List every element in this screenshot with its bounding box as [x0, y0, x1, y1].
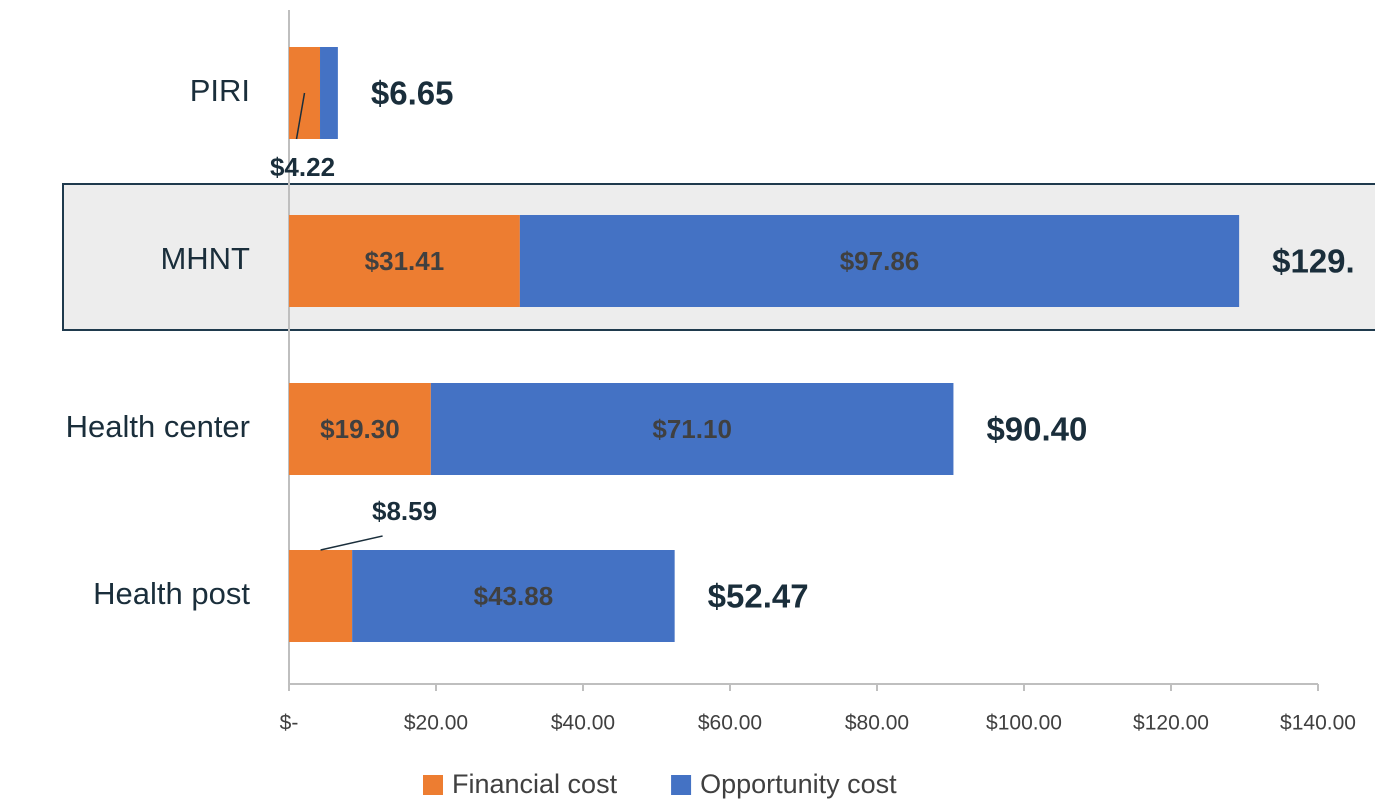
- x-tick-label: $140.00: [1280, 712, 1356, 735]
- legend-label: Financial cost: [452, 769, 618, 799]
- legend-swatch: [671, 775, 692, 795]
- bar-segment: [519, 215, 1240, 307]
- value-label: $4.22: [270, 152, 335, 182]
- x-tick-label: $80.00: [845, 712, 909, 735]
- total-label: $52.47: [708, 578, 809, 615]
- category-label: Health center: [66, 409, 250, 444]
- value-label: $71.10: [652, 414, 732, 444]
- legend-swatch: [423, 775, 443, 795]
- category-label: PIRI: [190, 73, 250, 108]
- leader-line: [295, 92, 306, 140]
- x-tick-label: $20.00: [404, 712, 468, 735]
- value-label: $19.30: [320, 414, 400, 444]
- value-label: $31.41: [365, 246, 445, 276]
- legend-label: Opportunity cost: [700, 769, 897, 799]
- category-label: Health post: [93, 576, 250, 611]
- x-tick-label: $-: [280, 712, 299, 735]
- bar-segment: [352, 550, 675, 642]
- x-tick-label: $120.00: [1133, 712, 1209, 735]
- value-label: $8.59: [372, 496, 437, 526]
- x-tick-label: $40.00: [551, 712, 615, 735]
- bar-segment: [289, 215, 520, 307]
- bar-segment: [289, 383, 431, 475]
- bar-segment: [320, 47, 338, 139]
- category-label: MHNT: [160, 241, 250, 276]
- x-tick-label: $100.00: [986, 712, 1062, 735]
- total-label: $6.65: [371, 75, 454, 112]
- bar-segment: [430, 383, 954, 475]
- bar-segment: [289, 550, 353, 642]
- total-label: $129.: [1272, 243, 1355, 280]
- total-label: $90.40: [986, 411, 1087, 448]
- x-tick-label: $60.00: [698, 712, 762, 735]
- value-label: $97.86: [840, 246, 920, 276]
- value-label: $43.88: [474, 581, 554, 611]
- leader-line: [320, 535, 383, 551]
